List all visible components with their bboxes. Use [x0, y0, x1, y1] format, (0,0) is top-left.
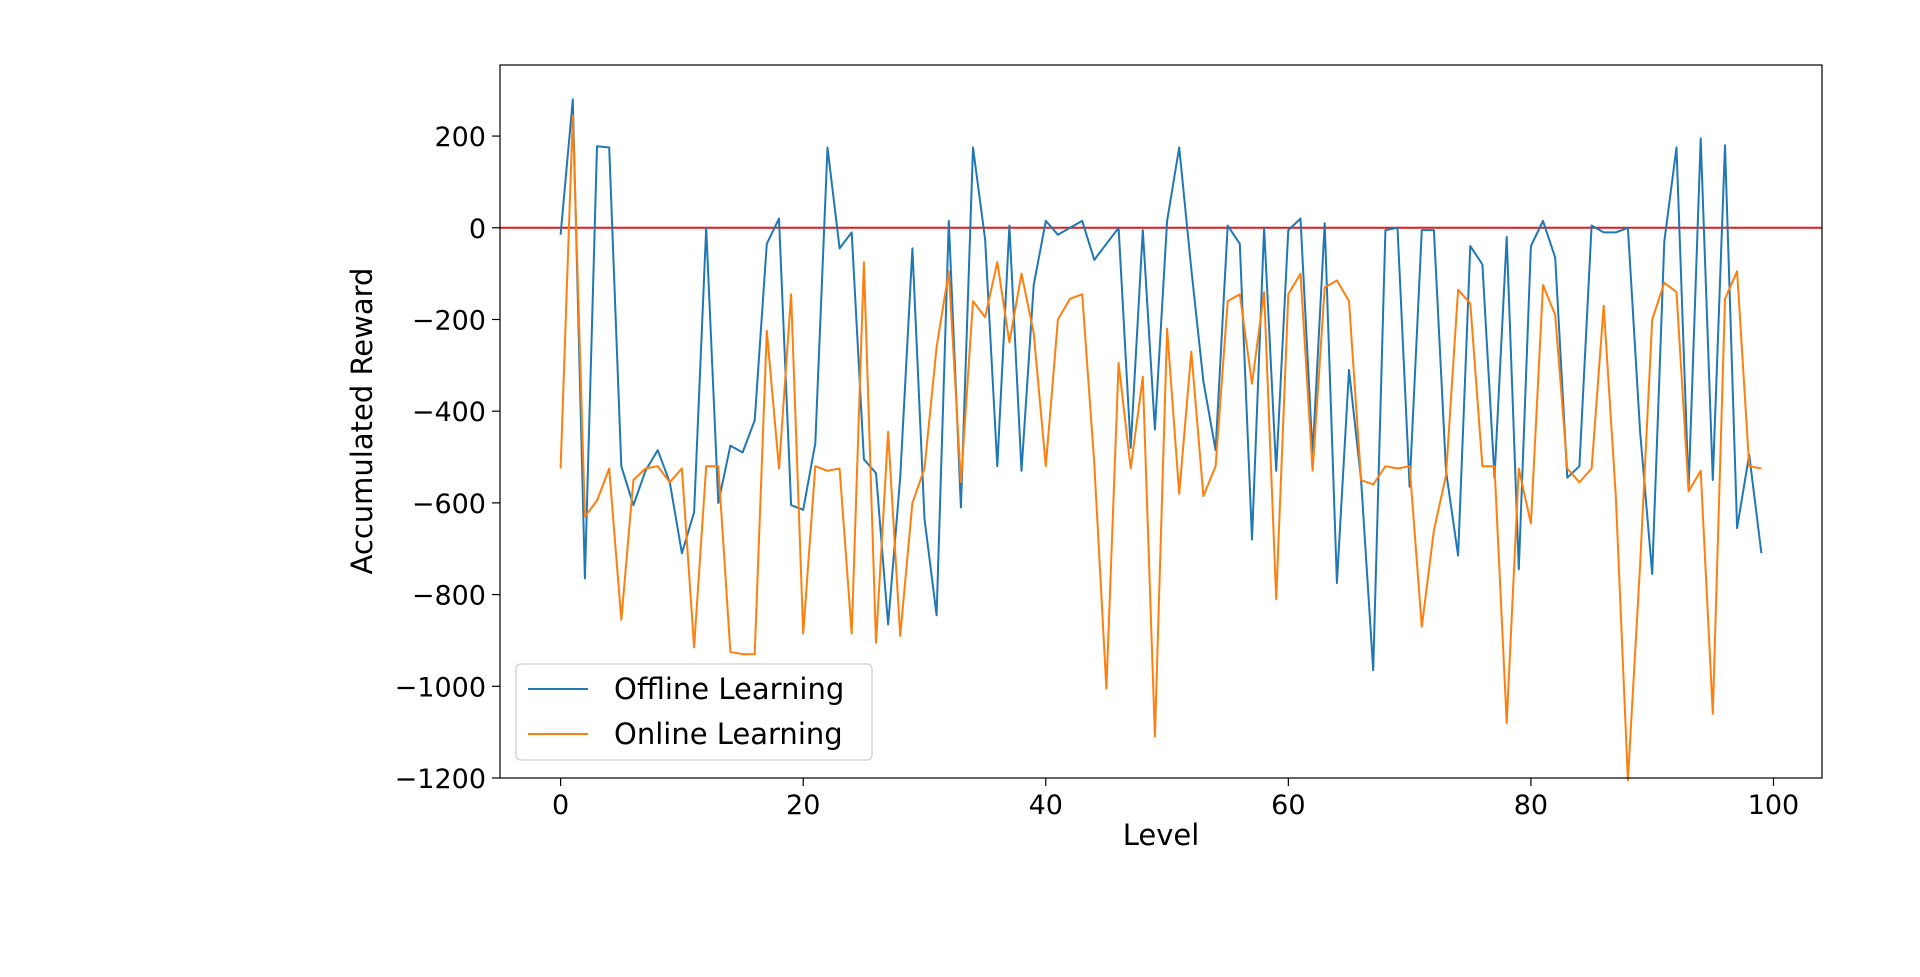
series-group — [559, 98, 1763, 782]
x-tick-label: 0 — [552, 790, 569, 821]
y-tick-label: −200 — [412, 305, 486, 336]
y-tick-label: −400 — [412, 397, 486, 428]
plot-area — [500, 65, 1822, 778]
legend: Offline Learning Online Learning — [515, 663, 873, 761]
y-axis-ticks: 200 0 −200 −400 −600 −800 −1000 −1200 — [395, 122, 500, 795]
y-tick-label: −800 — [412, 581, 486, 612]
legend-box — [515, 663, 873, 761]
x-axis-label: Level — [1123, 818, 1200, 852]
legend-label-online: Online Learning — [614, 717, 843, 751]
x-tick-label: 60 — [1271, 790, 1305, 821]
legend-label-offline: Offline Learning — [614, 672, 844, 706]
y-tick-label: 200 — [434, 122, 486, 153]
x-tick-label: 80 — [1514, 790, 1548, 821]
series-line-offline-learning — [559, 98, 1763, 672]
plot-frame — [499, 64, 1823, 779]
x-tick-label: 20 — [786, 790, 820, 821]
y-tick-label: 0 — [469, 214, 486, 245]
series-line-online-learning — [559, 114, 1762, 782]
y-tick-label: −1000 — [395, 672, 486, 703]
x-tick-label: 100 — [1748, 790, 1800, 821]
y-tick-label: −600 — [412, 489, 486, 520]
x-tick-label: 40 — [1029, 790, 1063, 821]
x-axis-ticks: 0 20 40 60 80 100 — [552, 778, 1799, 821]
y-axis-label: Accumulated Reward — [345, 268, 379, 575]
y-tick-label: −1200 — [395, 764, 486, 795]
